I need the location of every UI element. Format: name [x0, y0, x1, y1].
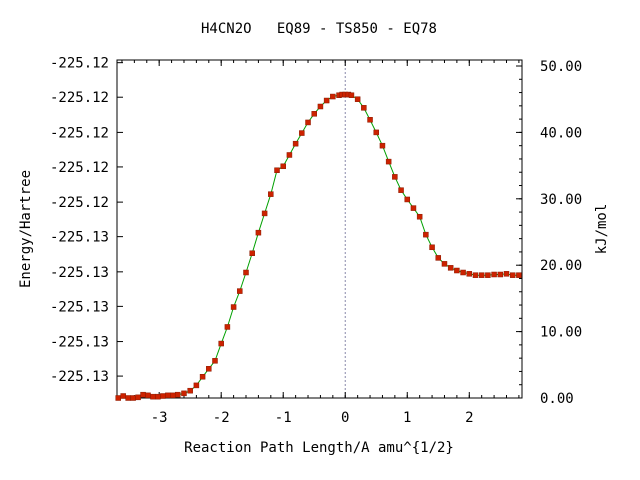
data-point-marker [218, 340, 224, 347]
data-point-marker [280, 163, 286, 170]
left-tick-label: -225.13 [50, 230, 109, 246]
x-axis-label: Reaction Path Length/A amu^{1/2} [184, 440, 454, 456]
data-point-marker [155, 393, 161, 400]
data-point-marker [317, 103, 324, 110]
data-point-marker [175, 391, 181, 398]
data-point-marker [441, 261, 448, 267]
data-point-marker [497, 271, 504, 278]
data-point-marker [292, 140, 299, 147]
plot-frame [116, 59, 523, 399]
data-point-marker [199, 374, 206, 380]
left-tick-label: -225.13 [50, 369, 109, 385]
data-point-marker [323, 97, 330, 104]
data-point-marker [509, 272, 516, 278]
data-point-marker [410, 205, 417, 211]
data-point-marker [311, 111, 317, 117]
right-tick-label: 0.00 [540, 391, 574, 407]
data-point-marker [286, 152, 293, 158]
data-point-marker [398, 187, 404, 193]
data-point-marker [261, 210, 268, 217]
data-point-marker [491, 271, 497, 278]
y-axis-label-right: kJ/mol [594, 204, 610, 255]
data-point-marker [305, 119, 311, 126]
data-point-marker [348, 92, 355, 98]
data-point-marker [224, 324, 231, 330]
right-tick-label: 30.00 [540, 192, 582, 208]
data-point-marker [212, 358, 218, 364]
data-point-marker [255, 229, 262, 236]
x-tick-label: 2 [465, 410, 473, 426]
x-tick-label: -1 [275, 410, 292, 426]
right-tick-label: 40.00 [540, 125, 582, 141]
data-point-marker [206, 366, 212, 372]
data-point-marker [423, 231, 429, 238]
data-point-marker [193, 382, 200, 389]
x-tick-label: -2 [213, 410, 230, 426]
left-tick-label: -225.12 [50, 195, 109, 211]
data-point-marker [373, 129, 379, 136]
data-point-marker [249, 250, 255, 256]
right-tick-label: 50.00 [540, 59, 582, 75]
data-point-marker [392, 174, 398, 180]
data-point-marker [160, 393, 166, 399]
data-point-marker [404, 196, 411, 203]
data-point-marker [466, 271, 473, 277]
data-point-marker [485, 272, 491, 278]
x-tick-label: 0 [341, 410, 349, 426]
data-point-marker [416, 213, 423, 220]
data-point-marker [115, 395, 121, 401]
data-point-marker [187, 387, 193, 394]
energy-curve-line [118, 94, 519, 399]
data-point-marker [165, 392, 171, 399]
x-tick-label: -3 [151, 410, 168, 426]
data-point-marker [460, 269, 466, 276]
data-point-marker [299, 130, 305, 136]
right-tick-label: 10.00 [540, 325, 582, 341]
left-tick-label: -225.13 [50, 299, 109, 315]
data-point-marker [145, 392, 151, 399]
data-point-marker [237, 288, 243, 294]
data-point-marker [379, 142, 386, 149]
left-tick-label: -225.13 [50, 265, 109, 281]
data-point-marker [130, 395, 136, 401]
x-tick-label: 1 [403, 410, 411, 426]
left-tick-label: -225.12 [50, 160, 109, 176]
data-point-marker [354, 96, 361, 102]
left-tick-label: -225.12 [50, 56, 109, 72]
data-point-marker [503, 271, 510, 277]
data-point-marker [230, 304, 237, 310]
data-point-marker [385, 158, 392, 165]
data-point-marker [516, 272, 522, 278]
data-point-marker [140, 391, 146, 398]
data-point-marker [243, 269, 249, 276]
data-point-marker [447, 265, 454, 271]
left-tick-label: -225.13 [50, 335, 109, 351]
data-point-marker [125, 395, 131, 401]
data-point-marker [367, 117, 373, 123]
data-point-marker [454, 267, 460, 274]
y-axis-label-left: Energy/Hartree [18, 170, 34, 288]
data-point-marker [472, 272, 479, 278]
data-point-marker [330, 93, 336, 100]
data-point-marker [429, 244, 435, 251]
data-point-marker [150, 393, 156, 400]
data-point-marker [435, 255, 442, 261]
chart-title: H4CN2O EQ89 - TS850 - EQ78 [201, 21, 437, 37]
data-point-marker [268, 191, 274, 197]
left-tick-label: -225.12 [50, 90, 109, 106]
data-point-marker [120, 393, 126, 399]
data-point-marker [478, 272, 485, 278]
data-point-marker [135, 394, 141, 401]
left-tick-label: -225.12 [50, 125, 109, 141]
data-point-marker [181, 390, 187, 397]
data-point-marker [170, 392, 176, 399]
data-point-marker [361, 105, 367, 111]
right-tick-label: 20.00 [540, 258, 582, 274]
data-point-marker [274, 167, 280, 173]
